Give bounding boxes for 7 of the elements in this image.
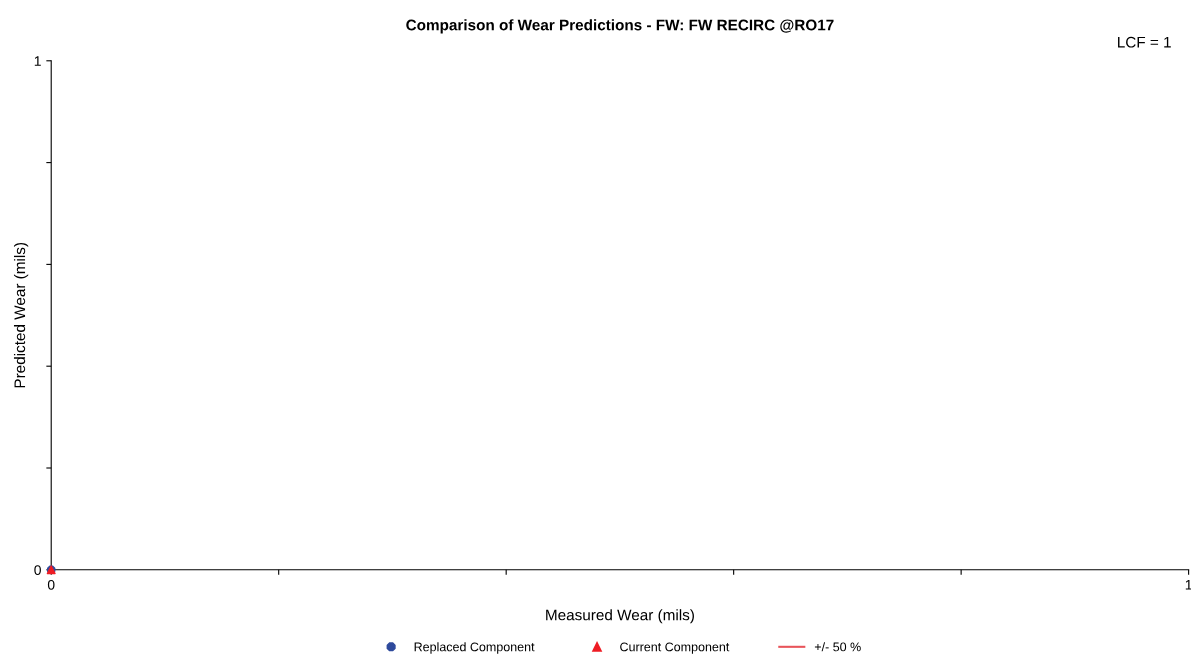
- y-axis-title: Predicted Wear (mils): [13, 242, 29, 388]
- text: LCF = 1: [1118, 36, 1171, 48]
- legend-label: Replaced Component: [414, 642, 535, 654]
- legend-label: Current Component: [620, 642, 730, 654]
- legend-label: +/- 50 %: [814, 642, 861, 652]
- x-axis-title: Measured Wear (mils): [546, 609, 694, 624]
- chart-title: Comparison of Wear Predictions - FW: FW RECIRC @RO17: [406, 19, 834, 34]
